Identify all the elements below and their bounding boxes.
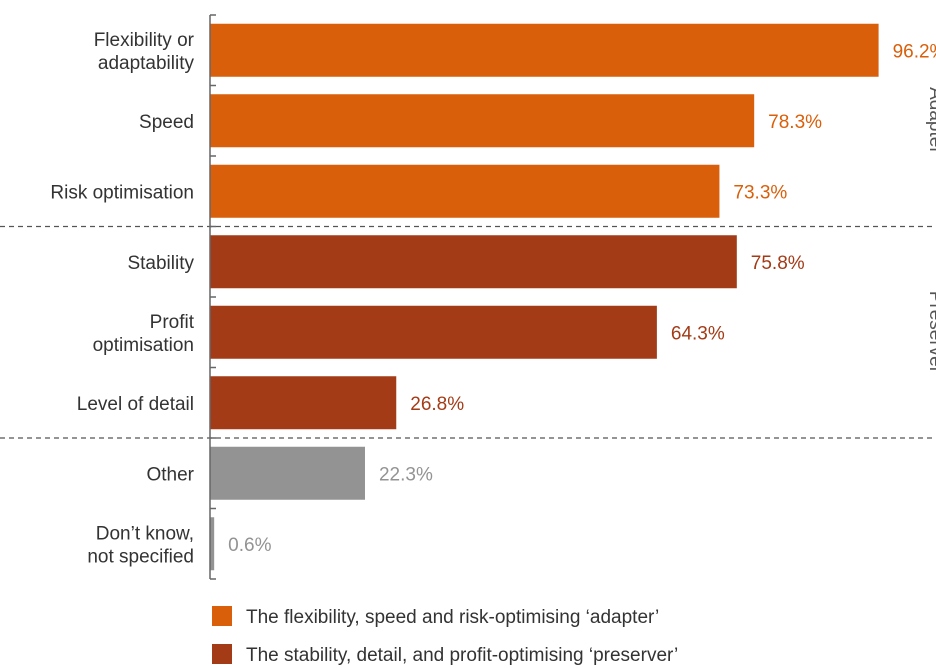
- data-label: 96.2%: [893, 41, 936, 62]
- bar: [210, 23, 879, 77]
- bar: [210, 446, 365, 500]
- bar: [210, 376, 397, 430]
- group-label: ‘Adapter’: [925, 83, 936, 159]
- bar: [210, 94, 755, 148]
- data-label: 64.3%: [671, 323, 725, 344]
- bar: [210, 305, 657, 359]
- category-label: Other: [146, 464, 194, 485]
- data-label: 0.6%: [228, 535, 271, 556]
- category-label: Don’t know,: [96, 523, 194, 544]
- bar: [210, 164, 720, 218]
- data-label: 75.8%: [751, 253, 805, 274]
- category-label: Flexibility or: [94, 30, 195, 51]
- legend-label: The stability, detail, and profit-optimi…: [246, 645, 678, 666]
- category-label: not specified: [87, 546, 194, 567]
- category-label: adaptability: [98, 53, 195, 74]
- data-label: 22.3%: [379, 464, 433, 485]
- category-label: optimisation: [93, 335, 194, 356]
- data-label: 78.3%: [768, 112, 822, 133]
- data-label: 26.8%: [410, 394, 464, 415]
- legend-swatch: [212, 606, 232, 626]
- category-label: Stability: [127, 253, 194, 274]
- legend-swatch: [212, 644, 232, 664]
- bar: [210, 235, 737, 289]
- group-label: ‘Preserver’: [925, 286, 936, 378]
- legend-label: The flexibility, speed and risk-optimisi…: [246, 607, 659, 628]
- category-label: Speed: [139, 112, 194, 133]
- category-label: Risk optimisation: [50, 182, 194, 203]
- category-label: Profit: [150, 312, 195, 333]
- bar: [210, 517, 215, 571]
- category-label: Level of detail: [77, 394, 194, 415]
- data-label: 73.3%: [733, 182, 787, 203]
